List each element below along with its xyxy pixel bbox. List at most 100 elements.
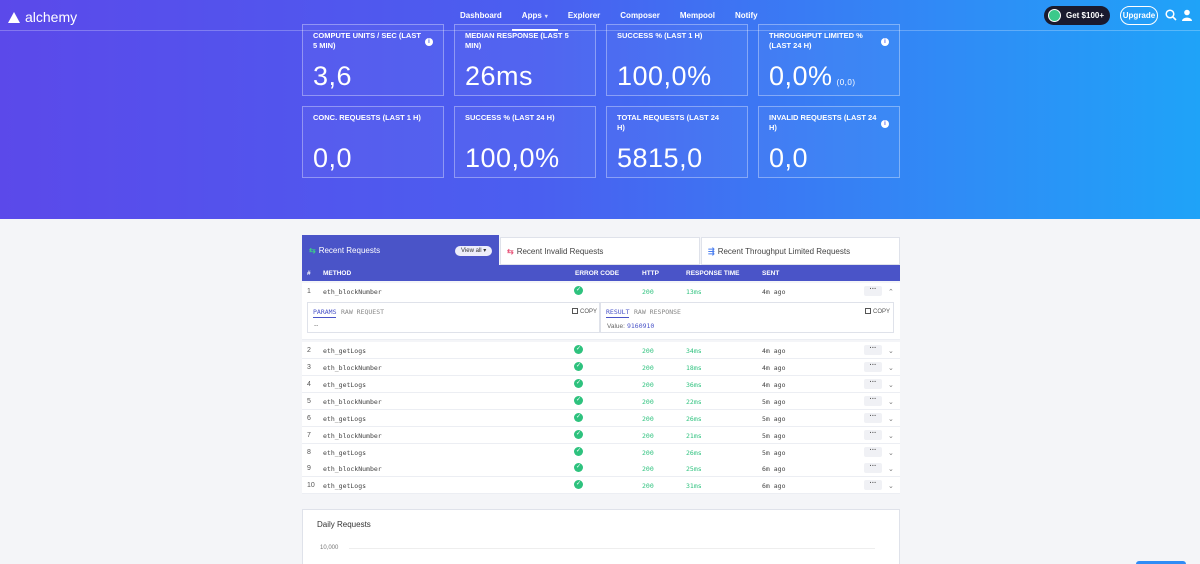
- nav-composer[interactable]: Composer: [610, 0, 670, 31]
- row-num: 7: [307, 432, 311, 439]
- header-error-code: ERROR CODE: [575, 270, 620, 277]
- table-row[interactable]: 3 eth_blockNumber ✓ 200 18ms 4m ago ··· …: [302, 359, 900, 376]
- info-icon[interactable]: i: [881, 38, 889, 46]
- chevron-down-icon[interactable]: ⌄: [888, 399, 894, 406]
- tab-params[interactable]: PARAMS: [313, 308, 337, 318]
- logo[interactable]: alchemy: [8, 9, 77, 25]
- stat-value: 100,0%: [465, 143, 560, 173]
- nav-composer-label: Composer: [620, 11, 660, 20]
- more-options-button[interactable]: ···: [864, 413, 882, 423]
- info-icon[interactable]: i: [881, 120, 889, 128]
- table-row[interactable]: 7 eth_blockNumber ✓ 200 21ms 5m ago ··· …: [302, 427, 900, 444]
- more-options-button[interactable]: ···: [864, 463, 882, 473]
- stat-card-throughput-limited: THROUGHPUT LIMITED % (LAST 24 H) i 0,0%(…: [758, 24, 900, 96]
- more-options-button[interactable]: ···: [864, 396, 882, 406]
- row-sent: 4m ago: [762, 364, 786, 372]
- table-row[interactable]: 9 eth_blockNumber ✓ 200 25ms 6m ago ··· …: [302, 460, 900, 477]
- row-response-time: 26ms: [686, 415, 702, 423]
- more-options-button[interactable]: ···: [864, 286, 882, 296]
- tab-recent-requests[interactable]: ⇆ Recent Requests View all ▾: [302, 235, 499, 265]
- check-icon: ✓: [574, 430, 583, 439]
- help-widget-button[interactable]: [1136, 561, 1186, 564]
- nav-explorer[interactable]: Explorer: [558, 0, 610, 31]
- row-sent: 6m ago: [762, 465, 786, 473]
- check-icon: ✓: [574, 413, 583, 422]
- user-icon[interactable]: [1181, 9, 1193, 21]
- row-sent: 5m ago: [762, 415, 786, 423]
- row-response-time: 25ms: [686, 465, 702, 473]
- row-http: 200: [642, 347, 654, 355]
- row-http: 200: [642, 449, 654, 457]
- chevron-down-icon[interactable]: ⌄: [888, 483, 894, 490]
- row-sent: 5m ago: [762, 398, 786, 406]
- nav-notify[interactable]: Notify: [725, 0, 768, 31]
- chevron-down-icon[interactable]: ⌄: [888, 450, 894, 457]
- more-options-button[interactable]: ···: [864, 362, 882, 372]
- header-sent: SENT: [762, 270, 780, 277]
- tab-raw-request[interactable]: RAW REQUEST: [341, 308, 385, 316]
- info-icon[interactable]: i: [425, 38, 433, 46]
- header-num: #: [307, 270, 311, 277]
- chevron-down-icon[interactable]: ⌄: [888, 382, 894, 389]
- chevron-down-icon[interactable]: ⌄: [888, 365, 894, 372]
- row-response-time: 31ms: [686, 482, 702, 490]
- upgrade-button[interactable]: Upgrade: [1120, 6, 1158, 25]
- get-credits-button[interactable]: Get $100+: [1044, 6, 1110, 25]
- tab-throughput-limited[interactable]: ⇶ Recent Throughput Limited Requests: [701, 237, 900, 265]
- chevron-down-icon: ▾: [544, 14, 548, 20]
- more-options-button[interactable]: ···: [864, 447, 882, 457]
- row-http: 200: [642, 398, 654, 406]
- row-response-time: 34ms: [686, 347, 702, 355]
- table-row[interactable]: 6 eth_getLogs ✓ 200 26ms 5m ago ··· ⌄: [302, 410, 900, 427]
- check-icon: ✓: [574, 379, 583, 388]
- row-num: 2: [307, 347, 311, 354]
- more-options-button[interactable]: ···: [864, 430, 882, 440]
- copy-response-button[interactable]: COPY: [865, 308, 890, 315]
- table-row[interactable]: 2 eth_getLogs ✓ 200 34ms 4m ago ··· ⌄: [302, 342, 900, 359]
- chevron-down-icon[interactable]: ⌄: [888, 348, 894, 355]
- request-tabs: ⇆ Recent Requests View all ▾ ⇆ Recent In…: [302, 235, 900, 265]
- stat-card-conc-requests: CONC. REQUESTS (LAST 1 H) 0,0: [302, 106, 444, 178]
- view-all-button[interactable]: View all ▾: [455, 246, 493, 256]
- nav-mempool[interactable]: Mempool: [670, 0, 725, 31]
- stat-card-success-1h: SUCCESS % (LAST 1 H) 100,0%: [606, 24, 748, 96]
- row-num: 5: [307, 398, 311, 405]
- chevron-down-icon[interactable]: ⌄: [888, 433, 894, 440]
- chevron-down-icon[interactable]: ⌄: [888, 466, 894, 473]
- row-http: 200: [642, 465, 654, 473]
- daily-requests-title: Daily Requests: [317, 520, 371, 529]
- nav-dashboard[interactable]: Dashboard: [450, 0, 512, 31]
- nav-apps[interactable]: Apps ▾: [511, 0, 558, 31]
- chevron-down-icon[interactable]: ⌄: [888, 416, 894, 423]
- stat-card-invalid-requests: INVALID REQUESTS (LAST 24 H) i 0,0: [758, 106, 900, 178]
- check-icon: ✓: [574, 480, 583, 489]
- row-sent: 4m ago: [762, 288, 786, 296]
- more-options-button[interactable]: ···: [864, 379, 882, 389]
- tab-invalid-requests[interactable]: ⇆ Recent Invalid Requests: [500, 237, 700, 265]
- row-response-time: 18ms: [686, 364, 702, 372]
- row-sent: 6m ago: [762, 482, 786, 490]
- table-row[interactable]: 4 eth_getLogs ✓ 200 36ms 4m ago ··· ⌄: [302, 376, 900, 393]
- more-options-button[interactable]: ···: [864, 480, 882, 490]
- table-row[interactable]: 10 eth_getLogs ✓ 200 31ms 6m ago ··· ⌄: [302, 477, 900, 494]
- tab-result[interactable]: RESULT: [606, 308, 630, 318]
- table-row[interactable]: 1 eth_blockNumber ✓ 200 13ms 4m ago ··· …: [302, 283, 900, 300]
- view-all-label: View all: [461, 248, 482, 254]
- table-row[interactable]: 5 eth_blockNumber ✓ 200 22ms 5m ago ··· …: [302, 393, 900, 410]
- stat-label: SUCCESS % (LAST 1 H): [617, 31, 703, 40]
- chevron-up-icon[interactable]: ⌃: [888, 289, 894, 296]
- row-method: eth_blockNumber: [323, 465, 382, 473]
- header-http: HTTP: [642, 270, 659, 277]
- copy-request-button[interactable]: COPY: [572, 308, 597, 315]
- value-number: 9160910: [626, 322, 655, 330]
- more-options-button[interactable]: ···: [864, 345, 882, 355]
- stat-value: 100,0%: [617, 61, 712, 91]
- table-row[interactable]: 8 eth_getLogs ✓ 200 26ms 5m ago ··· ⌄: [302, 444, 900, 461]
- tab-raw-response[interactable]: RAW RESPONSE: [634, 308, 681, 316]
- y-tick-label: 10,000: [320, 545, 339, 551]
- stat-label: CONC. REQUESTS (LAST 1 H): [313, 113, 421, 122]
- arrows-icon: ⇆: [309, 245, 316, 255]
- search-icon[interactable]: [1165, 9, 1177, 21]
- check-icon: ✓: [574, 362, 583, 371]
- stat-label: MEDIAN RESPONSE (LAST 5 MIN): [465, 31, 569, 50]
